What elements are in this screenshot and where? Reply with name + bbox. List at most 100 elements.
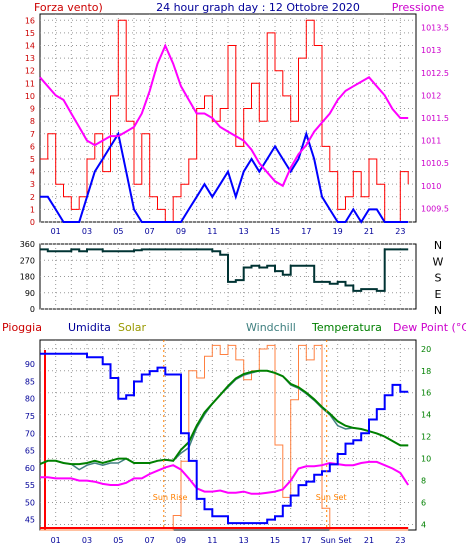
- legend-humidity: Umidita: [68, 321, 111, 334]
- pressure-tick-label: 1011.5: [421, 114, 449, 123]
- wind-tick-label: 1: [30, 205, 35, 214]
- direction-tick-label: 0: [30, 305, 35, 314]
- pressure-tick-label: 1011: [421, 137, 441, 146]
- temperature-tick-label: 6: [421, 499, 426, 508]
- direction-tick-label: 270: [20, 256, 35, 265]
- wind-x-tick-label: 13: [239, 227, 249, 236]
- climate-x-tick-label: 05: [113, 536, 123, 545]
- climate-x-tick-label: 21: [364, 536, 374, 545]
- compass-label: W: [433, 255, 444, 268]
- humidity-tick-label: 45: [25, 516, 35, 525]
- temperature-tick-label: 8: [421, 477, 426, 486]
- climate-x-tick-label: 03: [82, 536, 92, 545]
- wind-x-tick-label: 19: [333, 227, 343, 236]
- wind-tick-label: 6: [30, 142, 35, 151]
- temperature-tick-label: 4: [421, 521, 426, 530]
- wind-tick-label: 5: [30, 155, 35, 164]
- pressure-axis-title: Pressione: [392, 1, 445, 14]
- temperature-tick-label: 10: [421, 455, 431, 464]
- humidity-tick-label: 75: [25, 412, 35, 421]
- climate-x-tick-label: 11: [207, 536, 217, 545]
- sunrise-label: Sun Rise: [153, 493, 188, 502]
- direction-tick-label: 360: [20, 240, 35, 249]
- wind-x-tick-label: 09: [176, 227, 186, 236]
- legend-temperature: Temperatura: [311, 321, 382, 334]
- climate-x-tick-label: 07: [145, 536, 155, 545]
- direction-tick-label: 180: [20, 273, 35, 282]
- wind-direction-series: [40, 248, 409, 292]
- wind-tick-label: 11: [25, 79, 35, 88]
- pressure-tick-label: 1013.5: [421, 24, 449, 33]
- compass-label: S: [435, 272, 442, 285]
- compass-label: N: [434, 239, 442, 252]
- wind-x-tick-label: 01: [51, 227, 61, 236]
- wind-x-tick-label: 11: [207, 227, 217, 236]
- temperature-tick-label: 16: [421, 389, 431, 398]
- wind-x-tick-label: 17: [301, 227, 311, 236]
- wind-tick-label: 0: [30, 218, 35, 227]
- pressure-series: [39, 43, 409, 188]
- humidity-tick-label: 90: [25, 360, 35, 369]
- legend-dewpoint: Dew Point (°C): [393, 321, 466, 334]
- wind-tick-label: 3: [30, 180, 35, 189]
- wind-tick-label: 13: [25, 54, 35, 63]
- compass-label: N: [434, 304, 442, 317]
- wind-x-tick-label: 23: [395, 227, 405, 236]
- dewpoint-series: [40, 460, 410, 495]
- wind-tick-label: 10: [25, 92, 35, 101]
- humidity-tick-label: 50: [25, 498, 35, 507]
- wind-tick-label: 4: [30, 168, 35, 177]
- legend-windchill: Windchill: [246, 321, 296, 334]
- climate-x-tick-label: 01: [51, 536, 61, 545]
- wind-tick-label: 15: [25, 29, 35, 38]
- wind-x-tick-label: 07: [145, 227, 155, 236]
- wind-x-tick-label: 15: [270, 227, 280, 236]
- humidity-tick-label: 80: [25, 395, 35, 404]
- climate-x-tick-label: 09: [176, 536, 186, 545]
- wind-x-tick-label: 05: [113, 227, 123, 236]
- wind-tick-label: 8: [30, 117, 35, 126]
- compass-label: E: [435, 288, 442, 301]
- wind-tick-label: 7: [30, 130, 35, 139]
- pressure-tick-label: 1012.5: [421, 69, 449, 78]
- pressure-tick-label: 1013: [421, 46, 441, 55]
- wind-average-series: [40, 130, 409, 224]
- wind-x-tick-label: 21: [364, 227, 374, 236]
- temperature-tick-label: 20: [421, 345, 431, 354]
- climate-x-tick-label: 15: [270, 536, 280, 545]
- legend-solar: Solar: [118, 321, 147, 334]
- direction-tick-label: 90: [25, 289, 35, 298]
- climate-x-tick-label: 13: [239, 536, 249, 545]
- wind-x-tick-label: 03: [82, 227, 92, 236]
- climate-x-tick-label: 23: [395, 536, 405, 545]
- wind-tick-label: 2: [30, 193, 35, 202]
- humidity-tick-label: 70: [25, 429, 35, 438]
- pressure-tick-label: 1012: [421, 91, 441, 100]
- wind-gust-series: [40, 19, 409, 223]
- wind-tick-label: 9: [30, 105, 35, 114]
- chart-title: 24 hour graph day : 12 Ottobre 2020: [156, 1, 360, 14]
- humidity-tick-label: 60: [25, 464, 35, 473]
- temperature-tick-label: 14: [421, 411, 431, 420]
- temperature-series: [39, 369, 409, 466]
- temperature-tick-label: 18: [421, 367, 431, 376]
- sunset-axis-label: Sun Set: [321, 536, 352, 545]
- humidity-tick-label: 65: [25, 447, 35, 456]
- climate-x-tick-label: 17: [301, 536, 311, 545]
- chart-layer: 0123456789101112131415161009.510101010.5…: [20, 13, 449, 545]
- pressure-tick-label: 1010: [421, 182, 441, 191]
- sunset-label: Sun Set: [316, 493, 347, 502]
- humidity-tick-label: 85: [25, 377, 35, 386]
- humidity-tick-label: 55: [25, 481, 35, 490]
- pressure-tick-label: 1010.5: [421, 159, 449, 168]
- wind-tick-label: 12: [25, 67, 35, 76]
- wind-tick-label: 16: [25, 16, 35, 25]
- wind-axis-title: Forza vento): [34, 1, 103, 14]
- humidity-series: [40, 352, 409, 525]
- legend-rain: Pioggia: [2, 321, 42, 334]
- pressure-tick-label: 1009.5: [421, 204, 449, 213]
- temperature-tick-label: 12: [421, 433, 431, 442]
